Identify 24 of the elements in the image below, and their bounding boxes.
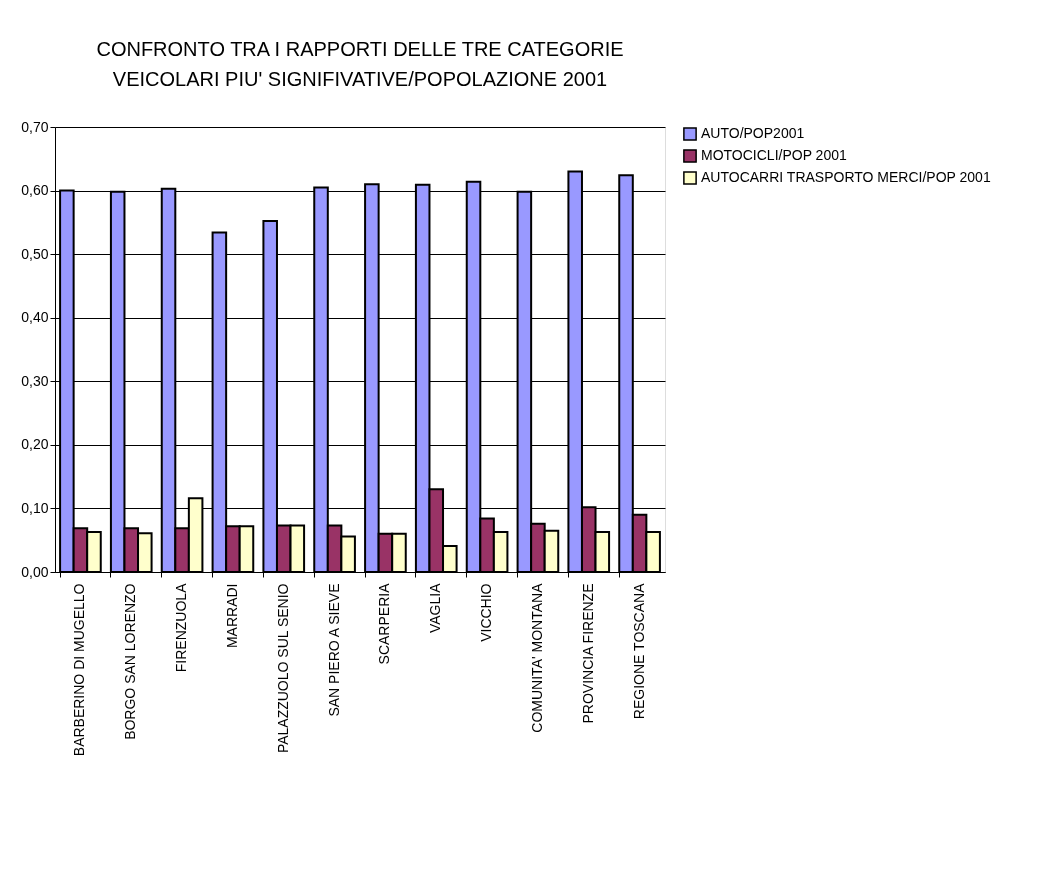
legend-label: AUTOCARRI TRASPORTO MERCI/POP 2001	[701, 169, 991, 185]
x-tick-label: SAN PIERO A SIEVE	[325, 583, 342, 717]
x-tick-label: VICCHIO	[478, 583, 495, 642]
y-tick-label: 0,10	[21, 499, 49, 516]
legend-label: AUTO/POP2001	[701, 125, 805, 141]
x-tick-label: PALAZZUOLO SUL SENIO	[274, 583, 291, 754]
x-tick-label: COMUNITA' MONTANA	[528, 582, 545, 733]
x-tick-label: VAGLIA	[427, 582, 444, 634]
y-tick-label: 0,20	[21, 436, 49, 453]
y-tick-label: 0,50	[21, 245, 49, 262]
x-tick-label: BORGO SAN LORENZO	[122, 583, 139, 740]
y-tick-label: 0,30	[21, 372, 49, 389]
x-tick-label: BARBERINO DI MUGELLO	[71, 583, 88, 757]
legend-label: MOTOCICLI/POP 2001	[701, 147, 847, 163]
chart-title: CONFRONTO TRA I RAPPORTI DELLE TRE CATEGORIE VEICOLARI PIU' SIGNIFIVATIVE/POPOLAZIONE 2001	[96, 38, 624, 90]
y-tick-label: 0,70	[21, 118, 49, 135]
x-tick-label: MARRADI	[223, 583, 240, 649]
x-tick-label: PROVINCIA FIRENZE	[579, 583, 596, 724]
x-tick-label: FIRENZUOLA	[173, 582, 190, 673]
x-tick-label: SCARPERIA	[376, 582, 393, 665]
y-tick-label: 0,40	[21, 309, 49, 326]
y-tick-label: 0,60	[21, 182, 49, 199]
x-tick-label: REGIONE TOSCANA	[630, 582, 647, 720]
y-tick-label: 0,00	[21, 563, 49, 580]
